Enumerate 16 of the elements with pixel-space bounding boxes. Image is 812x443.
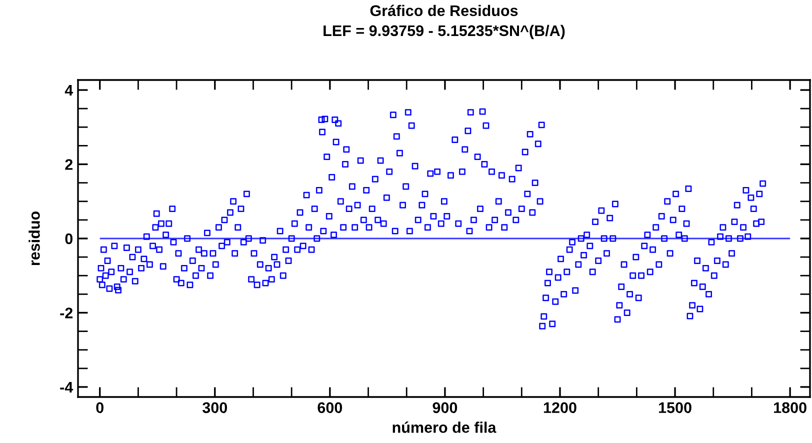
y-tick-label: -2 — [60, 308, 73, 318]
chart-title: Gráfico de Residuos — [370, 4, 518, 16]
x-axis-title: número de fila — [392, 422, 496, 433]
chart-subtitle: LEF = 9.93759 - 5.15235*SN^(B/A) — [324, 24, 565, 40]
x-tick-label: 1500 — [658, 402, 692, 414]
y-tick-label: 2 — [65, 159, 73, 170]
y-tick-label: 4 — [64, 85, 74, 96]
x-tick-label: 1200 — [544, 402, 576, 414]
y-tick-label: 0 — [65, 233, 73, 244]
x-tick-label: 600 — [318, 402, 342, 414]
x-tick-label: 0 — [96, 402, 104, 414]
y-axis-title: residuo — [28, 212, 40, 266]
y-tick-label: -4 — [60, 382, 74, 393]
x-tick-label: 900 — [432, 402, 458, 414]
x-tick-label: 300 — [202, 402, 228, 414]
x-tick-label: 1800 — [774, 402, 806, 414]
